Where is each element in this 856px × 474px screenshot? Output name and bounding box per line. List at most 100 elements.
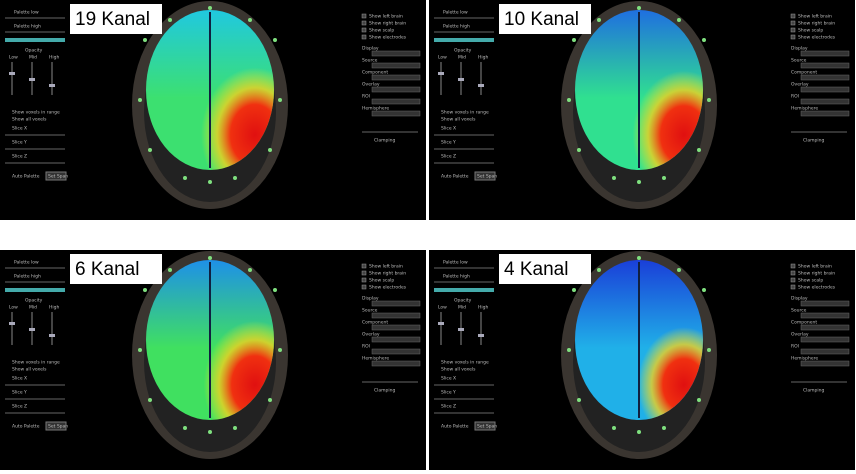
button — [474, 171, 496, 181]
electrode — [572, 38, 576, 42]
electrode — [577, 398, 581, 402]
electrode — [278, 98, 282, 102]
label-box — [499, 254, 591, 284]
slider-knob[interactable] — [29, 78, 35, 81]
control-label: Show voxels in range — [441, 360, 489, 366]
electrode — [707, 98, 711, 102]
section-label: Display — [791, 46, 808, 52]
section-label: Hemisphere — [362, 356, 389, 362]
checkbox — [790, 34, 796, 40]
electrode — [138, 348, 142, 352]
section-label: Hemisphere — [791, 356, 818, 362]
control-label: Show all voxels — [12, 367, 47, 373]
control-label: Mid — [29, 55, 37, 61]
control-label: Slice X — [12, 126, 27, 132]
dropdown — [371, 62, 421, 69]
slider-knob[interactable] — [438, 322, 444, 325]
slider-knob[interactable] — [9, 72, 15, 75]
button-label: Set Span — [477, 424, 497, 430]
label-box — [499, 4, 591, 34]
dropdown — [371, 98, 421, 105]
dropdown — [371, 50, 421, 57]
electrode — [168, 18, 172, 22]
electrode — [697, 398, 701, 402]
slider-knob[interactable] — [478, 84, 484, 87]
slider-knob[interactable] — [49, 334, 55, 337]
electrode — [707, 348, 711, 352]
button — [45, 171, 67, 181]
panel: 19 Kanal Palette low Palette high Opacity Lo… — [0, 0, 426, 220]
checkbox — [361, 13, 367, 19]
panel: 10 Kanal Palette low Palette high Opacity Lo… — [429, 0, 855, 220]
channel-label: 4 Kanal — [504, 259, 568, 280]
electrode — [148, 148, 152, 152]
dropdown — [800, 110, 850, 117]
checkbox-label: Show right brain — [369, 271, 406, 277]
electrode — [572, 288, 576, 292]
electrode — [138, 98, 142, 102]
control-label: Show all voxels — [441, 367, 476, 373]
control-label: Auto Palette — [441, 424, 469, 430]
screenshot: 6 Kanal Palette low Palette high Opacity Low… — [5, 251, 421, 459]
dropdown — [800, 336, 850, 343]
electrode — [702, 38, 706, 42]
section-label: Component — [362, 320, 388, 326]
control-label: Clamping — [374, 388, 395, 394]
dropdown — [800, 360, 850, 367]
checkbox-label: Show scalp — [369, 28, 394, 34]
checkbox-label: Show scalp — [369, 278, 394, 284]
screenshot: 4 Kanal Palette low Palette high Opacity Low… — [434, 251, 850, 459]
checkbox — [361, 34, 367, 40]
control-label: Slice Z — [441, 404, 456, 410]
slider-knob[interactable] — [458, 328, 464, 331]
electrode — [168, 268, 172, 272]
palette — [5, 288, 65, 292]
slider-knob[interactable] — [29, 328, 35, 331]
electrode — [567, 98, 571, 102]
dropdown — [800, 312, 850, 319]
electrode — [273, 288, 277, 292]
button — [45, 421, 67, 431]
dropdown — [800, 50, 850, 57]
button-label: Set Span — [48, 424, 68, 430]
slider-knob[interactable] — [438, 72, 444, 75]
control-label: Mid — [458, 55, 466, 61]
slider-knob[interactable] — [9, 322, 15, 325]
control-label: Low — [9, 55, 18, 61]
electrode — [183, 176, 187, 180]
checkbox-label: Show right brain — [798, 271, 835, 277]
electrode — [143, 288, 147, 292]
electrode — [677, 18, 681, 22]
control-label: Show voxels in range — [441, 110, 489, 116]
slider-knob[interactable] — [458, 78, 464, 81]
electrode — [208, 6, 212, 10]
slider-knob[interactable] — [49, 84, 55, 87]
screenshot: 10 Kanal Palette low Palette high Opacity Lo… — [434, 1, 850, 209]
checkbox — [361, 263, 367, 269]
dropdown — [800, 62, 850, 69]
dropdown — [371, 110, 421, 117]
control-label: Palette low — [443, 10, 468, 16]
control-label: Palette high — [14, 274, 41, 280]
dropdown — [371, 74, 421, 81]
dropdown — [371, 312, 421, 319]
dropdown — [371, 324, 421, 331]
checkbox-label: Show electrodes — [798, 285, 836, 291]
section-label: ROI — [362, 94, 370, 100]
dropdown — [371, 360, 421, 367]
slider-knob[interactable] — [478, 334, 484, 337]
checkbox-label: Show right brain — [369, 21, 406, 27]
checkbox-label: Show electrodes — [369, 35, 407, 41]
electrode — [268, 398, 272, 402]
channel-label: 6 Kanal — [75, 259, 139, 280]
electrode — [697, 148, 701, 152]
control-label: Slice X — [441, 126, 456, 132]
electrode — [233, 176, 237, 180]
control-label: Show voxels in range — [12, 110, 60, 116]
electrode — [278, 348, 282, 352]
control-label: Slice Z — [441, 154, 456, 160]
control-label: Auto Palette — [441, 174, 469, 180]
button-label: Set Span — [48, 174, 68, 180]
section-label: Hemisphere — [791, 106, 818, 112]
